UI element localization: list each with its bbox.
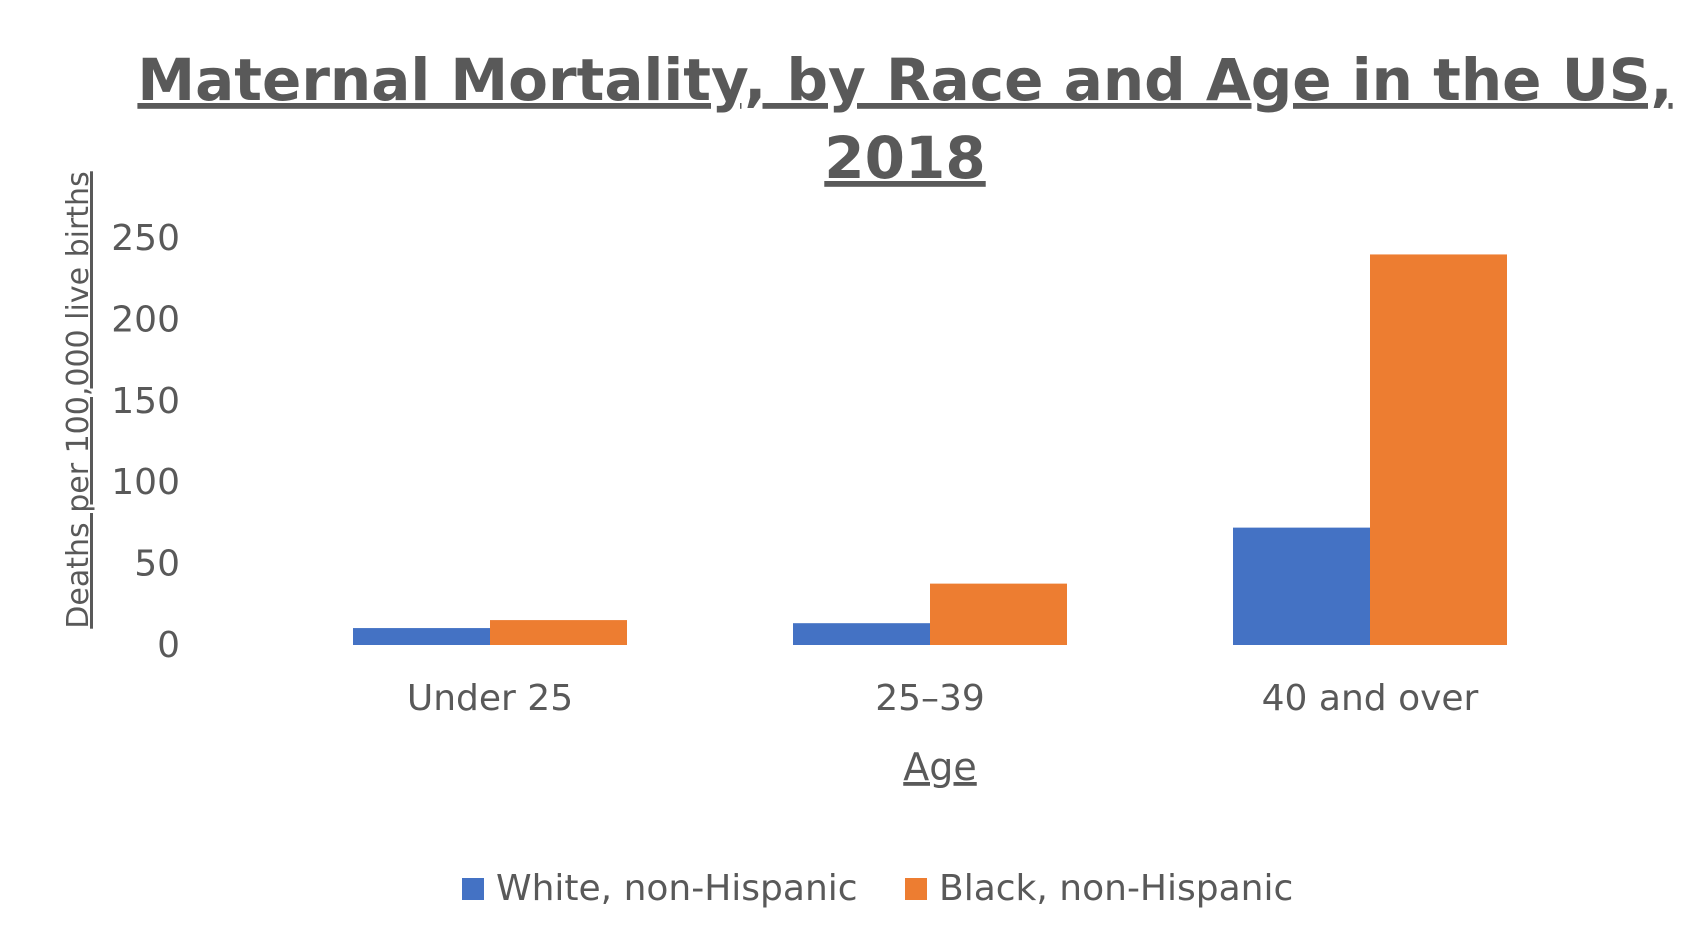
y-tick-label: 50: [134, 544, 180, 585]
legend-label: Black, non-Hispanic: [939, 868, 1293, 909]
x-axis-ticks: Under 25 25–39 40 and over: [407, 678, 1479, 719]
x-axis-title: Age: [903, 745, 977, 789]
y-axis-title-group: Deaths per 100,000 live births: [61, 171, 96, 628]
legend-swatch: [905, 878, 927, 900]
bar: [793, 623, 930, 645]
y-tick-label: 250: [111, 218, 180, 259]
bar: [353, 628, 490, 645]
bar: [1233, 527, 1370, 645]
legend: White, non-Hispanic Black, non-Hispanic: [462, 868, 1293, 909]
bar: [1370, 254, 1507, 645]
legend-swatch: [462, 878, 484, 900]
bar: [930, 583, 1067, 645]
x-tick-label: 25–39: [875, 678, 985, 719]
y-tick-label: 0: [157, 625, 180, 666]
chart-title: Maternal Mortality, by Race and Age in t…: [137, 46, 1672, 192]
legend-label: White, non-Hispanic: [496, 868, 858, 909]
chart-title-line: 2018: [824, 124, 985, 192]
x-tick-label: Under 25: [407, 678, 573, 719]
bars: [353, 254, 1507, 645]
chart-title-line: Maternal Mortality, by Race and Age in t…: [137, 46, 1672, 114]
x-tick-label: 40 and over: [1262, 678, 1479, 719]
bar: [490, 620, 627, 645]
y-axis-ticks: 0 50 100 150 200 250: [111, 218, 180, 666]
y-axis-title: Deaths per 100,000 live births: [61, 171, 96, 628]
y-tick-label: 100: [111, 462, 180, 503]
y-tick-label: 200: [111, 299, 180, 340]
y-tick-label: 150: [111, 381, 180, 422]
